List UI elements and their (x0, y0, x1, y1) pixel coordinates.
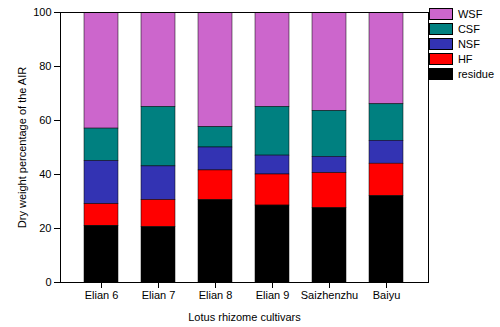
svg-text:20: 20 (39, 222, 51, 234)
svg-text:Lotus rhizome cultivars: Lotus rhizome cultivars (188, 311, 301, 323)
svg-text:Elian 8: Elian 8 (199, 289, 233, 301)
svg-text:Elian 9: Elian 9 (256, 289, 290, 301)
svg-text:100: 100 (33, 6, 51, 18)
svg-text:80: 80 (39, 60, 51, 72)
svg-text:Dry weight percentage of the A: Dry weight percentage of the AIR (16, 67, 28, 228)
html-text:NSF: NSF (457, 38, 480, 50)
html-text:WSF: WSF (457, 8, 483, 20)
svg-text:40: 40 (39, 168, 51, 180)
svg-text:Baiyu: Baiyu (373, 289, 401, 301)
svg-text:0: 0 (45, 276, 51, 288)
html-text:CSF: CSF (457, 23, 480, 35)
svg-text:Elian 7: Elian 7 (142, 289, 176, 301)
svg-text:Saizhenzhu: Saizhenzhu (301, 289, 359, 301)
html-text:residue: residue (457, 68, 494, 80)
svg-text:60: 60 (39, 114, 51, 126)
html-text:HF: HF (457, 53, 473, 65)
svg-text:Elian 6: Elian 6 (85, 289, 119, 301)
